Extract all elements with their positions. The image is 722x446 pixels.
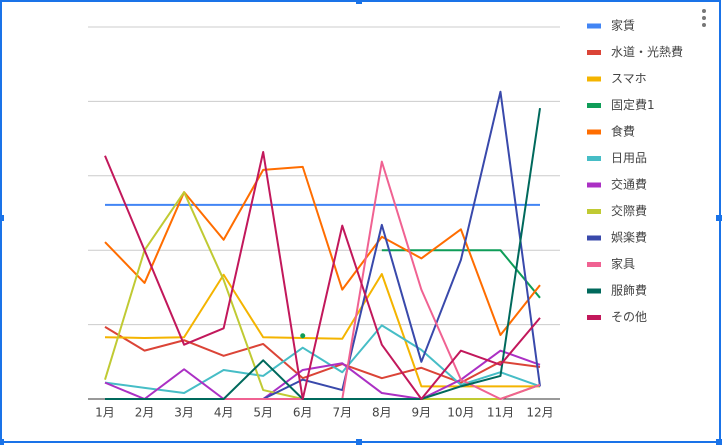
legend-swatch [587,76,601,82]
series-line [105,107,541,400]
x-tick-label: 7月 [332,406,352,420]
x-tick-label: 4月 [214,406,234,420]
series-line [104,325,541,384]
x-tick-label: 8月 [372,406,392,420]
x-tick-label: 10月 [447,406,474,420]
x-tick-label: 1月 [95,406,115,420]
legend-swatch [587,103,601,108]
legend-swatch [587,182,601,188]
legend-label: 固定費1 [611,97,655,112]
x-tick-label: 12月 [526,406,553,420]
x-tick-label: 9月 [412,406,432,420]
x-tick-label: 5月 [253,406,273,420]
series-line [104,273,540,388]
x-tick-label: 6月 [293,406,313,420]
legend-swatch [587,129,601,135]
legend-swatch [587,209,601,214]
legend-swatch [587,50,601,55]
legend-label: 水道・光熱費 [611,44,683,59]
legend-swatch [587,235,601,241]
series-line [104,165,541,337]
legend-label: 娯楽費 [611,230,647,245]
x-tick-label: 3月 [174,406,194,420]
series-line [104,150,541,400]
legend-swatch [587,23,601,29]
legend-swatch [587,288,601,294]
legend-label: 交際費 [611,203,647,218]
legend-label: 服飾費 [611,283,647,298]
menu-icon[interactable] [702,9,706,27]
x-tick-label: 11月 [487,406,514,420]
legend-label: 家具 [611,256,635,271]
x-tick-label: 2月 [135,406,155,420]
legend-swatch [587,156,601,161]
legend-swatch [587,315,601,320]
series-line [104,349,541,400]
legend-label: 交通費 [611,177,647,192]
legend-label: 家賃 [611,18,635,33]
legend-label: その他 [611,310,647,324]
legend-label: スマホ [611,72,647,86]
line-point [300,333,306,339]
legend-swatch [587,262,601,267]
legend-label: 食費 [611,124,635,139]
legend-label: 日用品 [611,151,647,165]
